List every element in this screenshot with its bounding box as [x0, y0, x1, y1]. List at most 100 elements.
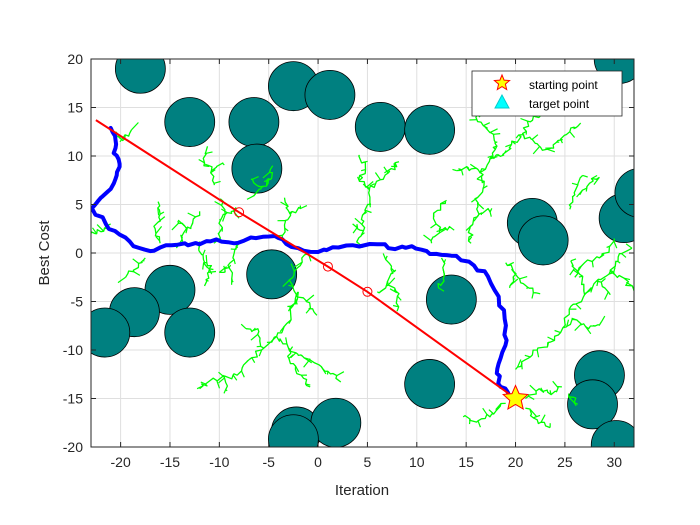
tree-branch [489, 144, 513, 160]
tree-branch [515, 318, 577, 370]
tree-twig [430, 223, 437, 229]
obstacle-circle [268, 414, 319, 447]
tree-twig [295, 365, 300, 373]
tree-twig [204, 163, 209, 166]
tree-twig [625, 281, 633, 287]
tree-twig [389, 288, 397, 294]
x-tick-label: -10 [209, 454, 229, 470]
tree-twig [196, 385, 204, 390]
obstacle-circle [164, 97, 216, 147]
tick-layer: -20 -15 -10 -5 0 5 10 15 20 25 30 -20 -15 -10 -5 0 5 10 15… [63, 51, 634, 470]
tree-twig [436, 229, 443, 233]
tree-twig [223, 389, 227, 394]
blue-path [91, 125, 518, 401]
tree-twig [288, 354, 294, 359]
tree-branch [219, 266, 230, 274]
tree-twig [278, 338, 282, 342]
tree-twig [477, 420, 481, 428]
tree-twig [305, 383, 311, 386]
tree-twig [449, 226, 455, 231]
tree-twig [488, 409, 495, 415]
tree-twig [460, 169, 464, 176]
tree-twig [524, 354, 531, 358]
tree-twig [497, 153, 501, 157]
tree-twig [358, 175, 361, 180]
tree-twig [159, 211, 165, 215]
tree-twig [576, 265, 582, 274]
tree-twig [374, 172, 381, 181]
tree-twig [250, 333, 259, 341]
x-axis-label: Iteration [335, 482, 389, 499]
tree-branch [179, 211, 201, 244]
tree-twig [569, 268, 575, 276]
tree-twig [228, 264, 232, 268]
tree-twig [285, 337, 288, 345]
tree-twig [220, 208, 228, 214]
tree-twig [505, 143, 512, 148]
tree-twig [526, 286, 528, 290]
tree-branch [368, 161, 400, 190]
tree-twig [465, 224, 474, 231]
obstacle-circle [164, 307, 216, 358]
tree-twig [604, 291, 609, 300]
tree-twig [218, 377, 225, 384]
tree-branch [430, 200, 447, 244]
tree-twig [582, 174, 588, 178]
tree-twig [360, 232, 365, 236]
tree-twig [479, 168, 486, 174]
tree-twig [155, 226, 163, 234]
tree-branch [522, 134, 548, 151]
obstacle-circle [228, 97, 280, 147]
tree-twig [515, 134, 520, 139]
tree-twig [392, 304, 399, 308]
tree-twig [552, 380, 559, 389]
tree-twig [560, 138, 563, 144]
tree-twig [439, 280, 445, 287]
tree-twig [621, 253, 627, 258]
tree-twig [573, 127, 577, 130]
tree-twig [352, 227, 358, 234]
tree-twig [157, 207, 160, 216]
legend-star-icon [493, 73, 511, 91]
tree-twig [494, 145, 498, 150]
tree-twig [303, 357, 313, 364]
tree-twig [288, 210, 293, 214]
tree-twig [489, 211, 492, 217]
x-tick-label: -5 [262, 454, 275, 470]
tree-twig [596, 279, 599, 287]
y-tick-label: 5 [75, 197, 83, 213]
plot-content [91, 59, 634, 447]
tree-twig [279, 326, 285, 333]
tree-twig [443, 259, 447, 263]
tree-twig [571, 182, 579, 186]
tree-twig [251, 357, 256, 364]
tree-twig [362, 211, 366, 216]
tree-twig [142, 259, 145, 262]
tree-twig [205, 255, 208, 263]
tree-twig [290, 263, 295, 272]
tree-twig [507, 261, 515, 267]
y-tick-label: -10 [63, 342, 83, 358]
tree-twig [571, 317, 577, 321]
tree-twig [240, 323, 247, 330]
tree-twig [531, 292, 534, 299]
tree-twig [423, 234, 432, 242]
tree-branch [250, 178, 263, 188]
x-tick-label: 25 [557, 454, 573, 470]
tree-twig [198, 158, 205, 164]
tree-twig [554, 329, 561, 334]
tree-twig [598, 255, 602, 259]
tree-branch [505, 262, 541, 295]
x-tick-label: 20 [508, 454, 524, 470]
tree-twig [289, 346, 294, 351]
tree-twig [549, 390, 552, 395]
tree-twig [593, 176, 600, 185]
tree-twig [240, 370, 245, 378]
tree-twig [361, 160, 368, 164]
tree-twig [171, 222, 179, 231]
obstacle-circle [404, 104, 456, 155]
x-tick-label: -15 [160, 454, 180, 470]
tree-twig [439, 228, 447, 234]
tree-twig [155, 236, 161, 242]
